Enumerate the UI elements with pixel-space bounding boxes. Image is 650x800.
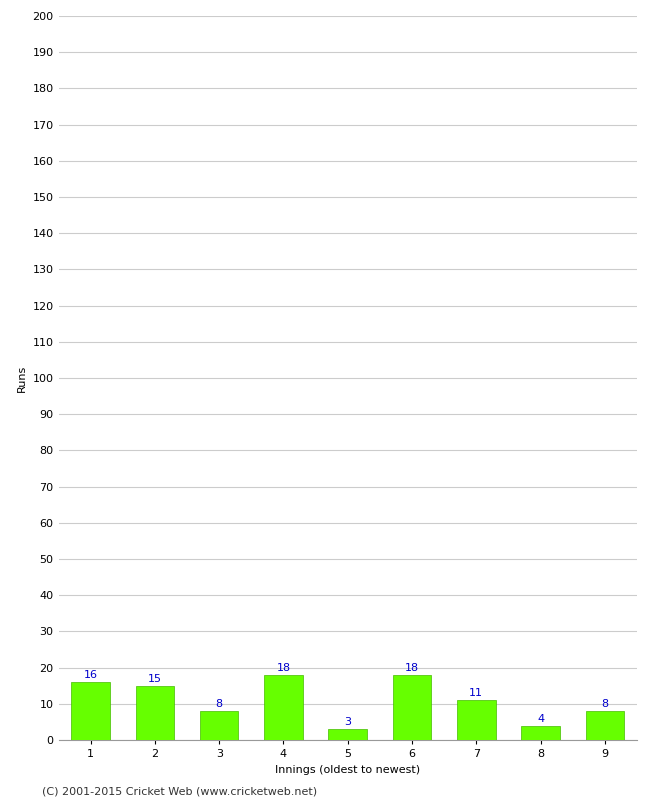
Bar (264, 675, 303, 740)
Y-axis label: Runs: Runs (17, 364, 27, 392)
Bar (136, 686, 174, 740)
Bar (393, 675, 432, 740)
Bar (521, 726, 560, 740)
Text: 8: 8 (601, 699, 608, 710)
Text: 15: 15 (148, 674, 162, 684)
Bar (200, 711, 239, 740)
X-axis label: Innings (oldest to newest): Innings (oldest to newest) (275, 765, 421, 774)
Text: 3: 3 (344, 718, 351, 727)
Text: 16: 16 (84, 670, 98, 680)
Text: 4: 4 (537, 714, 544, 724)
Text: 18: 18 (276, 663, 291, 673)
Bar (586, 711, 624, 740)
Text: 8: 8 (216, 699, 223, 710)
Text: 11: 11 (469, 688, 484, 698)
Bar (328, 729, 367, 740)
Bar (72, 682, 110, 740)
Text: (C) 2001-2015 Cricket Web (www.cricketweb.net): (C) 2001-2015 Cricket Web (www.cricketwe… (42, 786, 317, 796)
Bar (457, 700, 495, 740)
Text: 18: 18 (405, 663, 419, 673)
